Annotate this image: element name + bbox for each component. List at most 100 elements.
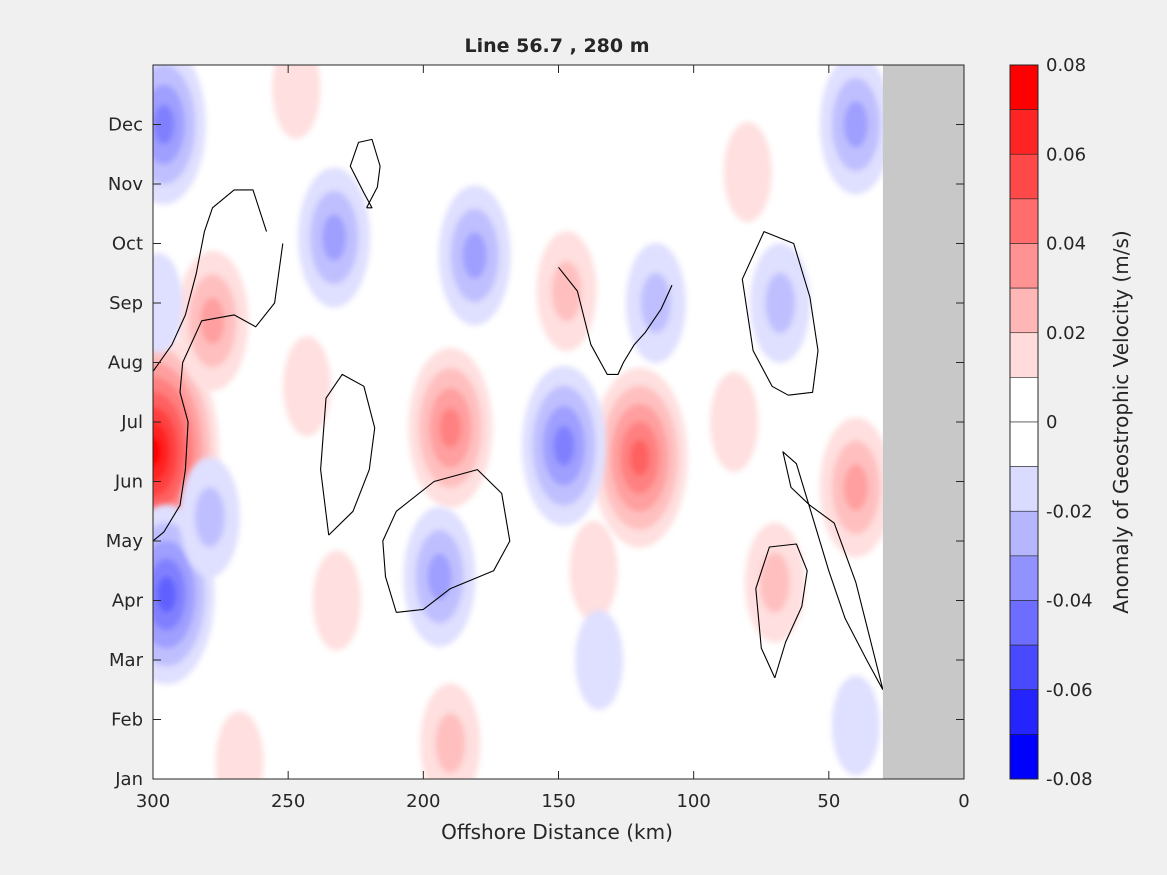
anomaly-blob [215,711,264,779]
colorbar-tick-label: -0.02 [1046,501,1093,522]
x-tick-label: 250 [271,791,305,812]
colorbar-tick-label: -0.06 [1046,680,1093,701]
y-tick-label: Mar [109,650,144,671]
colorbar-cell [1009,287,1039,334]
anomaly-level [427,553,452,601]
anomaly-blob [403,506,476,647]
y-tick-label: Oct [112,234,143,255]
colorbar-cell [1009,689,1039,735]
anomaly-blob [723,122,772,223]
colorbar-cell [1009,644,1039,691]
colorbar-tick-label: 0.08 [1046,55,1086,76]
zero-contour [782,451,884,691]
colorbar-tick-label: -0.04 [1046,591,1093,612]
zero-contour [153,243,284,542]
land-mask [882,65,964,779]
anomaly-blob [176,250,249,391]
y-tick-label: Sep [109,293,143,314]
zero-contour [153,189,268,372]
anomaly-level [200,297,225,345]
anomaly-level [153,436,162,467]
anomaly-level [569,520,618,621]
anomaly-blob [750,243,811,363]
anomaly-blob [153,65,206,205]
anomaly-blob [420,683,481,779]
x-axis: 300 250 200 150 100 50 0 [136,65,970,812]
zero-contour [349,138,381,209]
zero-contour [320,373,376,536]
anomaly-level [759,552,790,613]
colorbar-cell [1009,332,1039,378]
colorbar-cell [1009,510,1039,557]
x-tick-label: 100 [676,791,710,812]
plot-area [152,64,965,780]
anomaly-level [312,550,361,651]
anomaly-blob [710,372,759,472]
colorbar-cell [1009,734,1039,780]
anomaly-level [156,576,177,613]
anomaly-field [153,65,892,779]
colorbar-cell [1009,198,1039,244]
anomaly-level [831,675,880,776]
anomaly-blob [283,336,332,437]
anomaly-blob [536,231,597,352]
y-tick-label: Aug [108,353,143,374]
x-tick-label: 50 [817,791,840,812]
anomaly-blob [408,347,493,508]
y-tick-label: Dec [108,115,143,136]
colorbar-cell [1009,600,1039,646]
zero-contour [741,231,819,396]
anomaly-level [765,273,796,333]
anomaly-blob [819,65,892,195]
y-tick-label: Jan [114,769,143,790]
zero-contour-lines [153,138,884,691]
anomaly-level [194,487,225,548]
colorbar-cell [1009,466,1039,512]
y-tick-label: Jul [120,412,143,433]
anomaly-blob [179,457,240,578]
anomaly-level [723,122,772,223]
colorbar-cell [1009,243,1039,289]
colorbar-tick-label: 0.04 [1046,234,1086,255]
anomaly-level [551,261,582,322]
y-tick-label: Apr [112,591,144,612]
anomaly-level [435,713,466,774]
anomaly-blob [521,365,606,526]
y-tick-label: Nov [108,174,143,195]
anomaly-level [710,372,759,472]
anomaly-level [553,425,575,466]
colorbar-cell [1009,421,1039,467]
anomaly-blob [744,522,805,643]
anomaly-blob [438,185,511,326]
anomaly-level [322,214,347,261]
x-tick-label: 200 [406,791,440,812]
anomaly-blob [591,367,688,548]
colorbar-tick-label: -0.08 [1046,769,1093,790]
anomaly-level [153,253,183,353]
y-tick-label: May [106,531,144,552]
anomaly-level [439,407,461,448]
anomaly-level [283,336,332,437]
anomaly-level [215,711,264,779]
colorbar-label: Anomaly of Geostrophic Velocity (m/s) [1109,230,1133,613]
colorbar-cell [1009,109,1039,155]
colorbar-cell [1009,64,1039,110]
anomaly-blob [819,417,892,558]
x-tick-label: 150 [541,791,575,812]
anomaly-level [272,65,321,139]
anomaly-blob [575,610,624,710]
chart-title: Line 56.7 , 280 m [464,35,649,57]
anomaly-level [575,610,624,710]
colorbar: 0.08 0.06 0.04 0.02 0 -0.02 -0.04 -0.06 -0.08 [1009,55,1093,790]
anomaly-blob [153,253,183,353]
anomaly-level [843,464,868,511]
anomaly-level [630,439,650,476]
anomaly-blob [272,65,321,139]
anomaly-level [640,273,671,333]
colorbar-tick-label: 0.06 [1046,144,1086,165]
colorbar-frame [1009,64,1039,780]
zero-contour [382,469,511,613]
anomaly-level [843,101,868,148]
anomaly-level [153,104,175,145]
